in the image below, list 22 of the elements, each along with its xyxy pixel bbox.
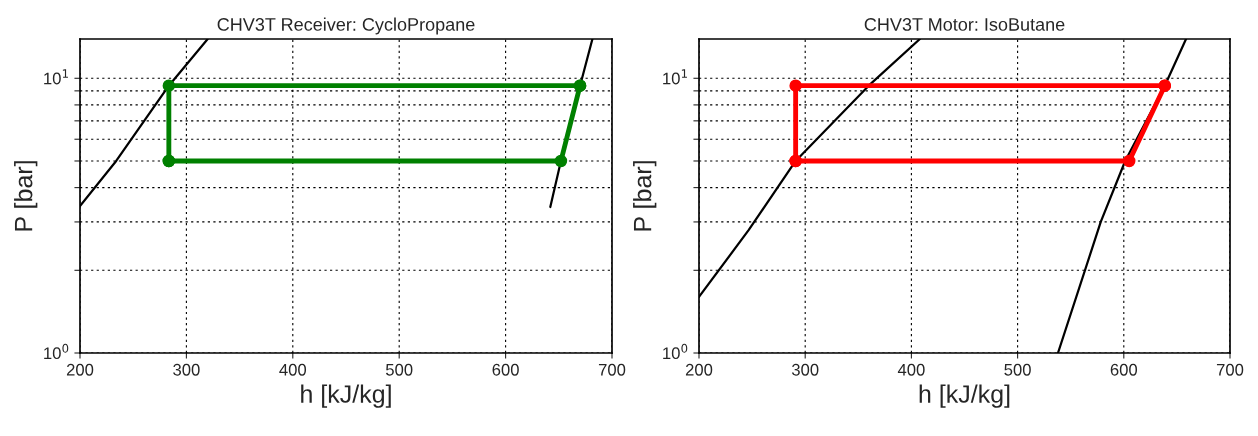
x-axis-title: h [kJ/kg]: [919, 384, 1010, 408]
x-tick-label: 400: [279, 363, 307, 376]
chart-title: CHV3T Motor: IsoButane: [864, 18, 1065, 31]
x-tick-label: 400: [897, 363, 925, 376]
y-tick-label: 10$^{0}$: [44, 343, 69, 360]
x-tick-label: 500: [1004, 363, 1031, 376]
x-axis-title: h [kJ/kg]: [301, 384, 391, 408]
x-tick-label: 200: [685, 363, 713, 376]
x-tick-label: 600: [1110, 363, 1138, 376]
x-tick-label: 500: [385, 363, 413, 376]
y-tick-label: 10$^{1}$: [663, 69, 687, 85]
x-tick-label: 600: [492, 363, 519, 376]
x-tick-label: 700: [598, 363, 626, 376]
y-axis-title: P [bar]: [633, 161, 657, 231]
y-axis-title: P [bar]: [14, 161, 38, 231]
chart-title: CHV3T Receiver: CycloPropane: [217, 17, 475, 35]
x-tick-label: 200: [66, 363, 94, 376]
x-tick-label: 300: [173, 363, 200, 376]
y-tick-label: 10$^{0}$: [663, 343, 688, 360]
y-tick-label: 10$^{1}$: [44, 69, 68, 85]
x-tick-label: 300: [791, 363, 819, 376]
x-tick-label: 700: [1216, 363, 1244, 376]
